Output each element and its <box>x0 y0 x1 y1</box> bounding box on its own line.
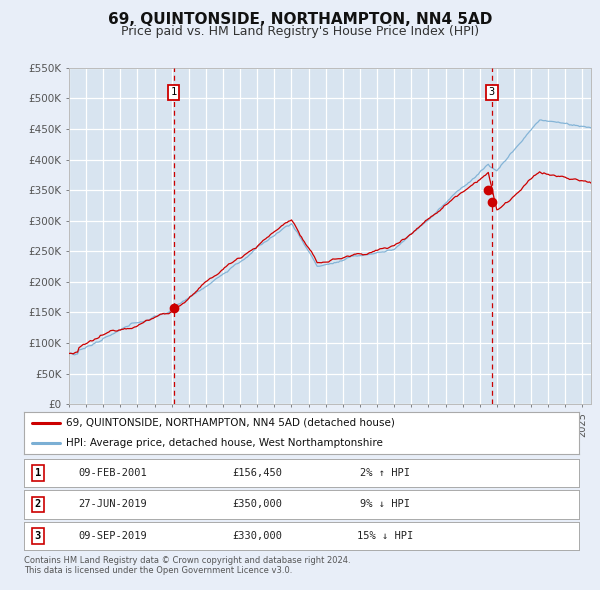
Text: £350,000: £350,000 <box>232 500 282 509</box>
Text: 69, QUINTONSIDE, NORTHAMPTON, NN4 5AD (detached house): 69, QUINTONSIDE, NORTHAMPTON, NN4 5AD (d… <box>65 418 395 428</box>
Text: 1: 1 <box>170 87 176 97</box>
Text: HPI: Average price, detached house, West Northamptonshire: HPI: Average price, detached house, West… <box>65 438 383 448</box>
Text: 1: 1 <box>35 468 41 478</box>
Text: 27-JUN-2019: 27-JUN-2019 <box>79 500 147 509</box>
Text: 3: 3 <box>35 531 41 540</box>
Text: 9% ↓ HPI: 9% ↓ HPI <box>360 500 410 509</box>
Text: 2: 2 <box>35 500 41 509</box>
Text: £156,450: £156,450 <box>232 468 282 478</box>
Text: 15% ↓ HPI: 15% ↓ HPI <box>356 531 413 540</box>
Text: 3: 3 <box>489 87 495 97</box>
Text: 69, QUINTONSIDE, NORTHAMPTON, NN4 5AD: 69, QUINTONSIDE, NORTHAMPTON, NN4 5AD <box>108 12 492 27</box>
Text: Contains HM Land Registry data © Crown copyright and database right 2024.
This d: Contains HM Land Registry data © Crown c… <box>24 556 350 575</box>
Text: £330,000: £330,000 <box>232 531 282 540</box>
Text: 2% ↑ HPI: 2% ↑ HPI <box>360 468 410 478</box>
Text: 09-SEP-2019: 09-SEP-2019 <box>79 531 147 540</box>
Text: 09-FEB-2001: 09-FEB-2001 <box>79 468 147 478</box>
Text: Price paid vs. HM Land Registry's House Price Index (HPI): Price paid vs. HM Land Registry's House … <box>121 25 479 38</box>
